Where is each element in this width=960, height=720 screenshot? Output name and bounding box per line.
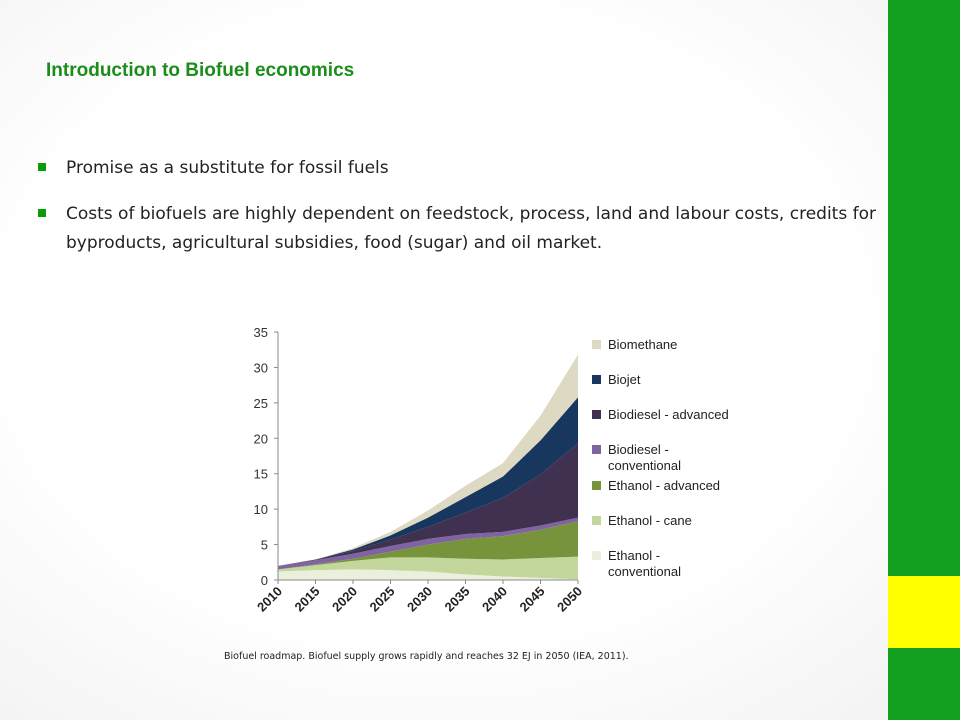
bullet-item: Promise as a substitute for fossil fuels <box>38 154 883 183</box>
bullet-item: Costs of biofuels are highly dependent o… <box>38 200 883 258</box>
legend-swatch-ethanol-advanced <box>592 481 601 490</box>
area-biodiesel-advanced <box>278 443 578 566</box>
x-tick-label: 2035 <box>442 584 473 615</box>
y-tick-label: 15 <box>254 467 268 482</box>
y-tick-label: 5 <box>261 538 268 553</box>
bullet-square-icon <box>38 209 46 217</box>
x-tick-label: 2020 <box>329 584 360 615</box>
area-biomethane <box>278 354 578 566</box>
bullet-list: Promise as a substitute for fossil fuels… <box>38 154 883 275</box>
legend-swatch-ethanol-cane <box>592 516 601 525</box>
legend-label: Biomethane <box>608 337 677 352</box>
y-tick-label: 35 <box>254 325 268 340</box>
legend-label: conventional <box>608 564 681 579</box>
y-tick-label: 25 <box>254 396 268 411</box>
legend-label: Ethanol - <box>608 548 660 563</box>
x-tick-label: 2025 <box>367 584 398 615</box>
x-tick-label: 2045 <box>517 584 548 615</box>
legend-swatch-biodiesel-advanced <box>592 410 601 419</box>
x-tick-label: 2015 <box>292 584 323 615</box>
x-tick-label: 2040 <box>479 584 510 615</box>
legend-swatch-biodiesel-conventional <box>592 445 601 454</box>
y-tick-label: 0 <box>261 573 268 588</box>
area-ethanol-advanced <box>278 521 578 570</box>
chart-caption: Biofuel roadmap. Biofuel supply grows ra… <box>224 651 629 662</box>
bullet-square-icon <box>38 163 46 171</box>
legend-label: Biojet <box>608 372 641 387</box>
area-biojet <box>278 397 578 566</box>
y-tick-label: 20 <box>254 431 268 446</box>
legend-label: Ethanol - advanced <box>608 478 720 493</box>
area-ethanol-cane <box>278 556 578 580</box>
legend-label: Biodiesel - advanced <box>608 407 729 422</box>
area-ethanol-conventional <box>278 569 578 580</box>
x-tick-label: 2010 <box>254 584 285 615</box>
area-biodiesel-conventional <box>278 517 578 570</box>
legend-swatch-biomethane <box>592 340 601 349</box>
side-accent-block <box>888 576 960 648</box>
slide-title: Introduction to Biofuel economics <box>46 60 355 81</box>
legend-label: conventional <box>608 458 681 473</box>
legend-label: Biodiesel - <box>608 442 669 457</box>
y-tick-label: 10 <box>254 502 268 517</box>
legend-swatch-biojet <box>592 375 601 384</box>
bullet-text: Costs of biofuels are highly dependent o… <box>66 204 876 253</box>
legend-label: Ethanol - cane <box>608 513 692 528</box>
y-tick-label: 30 <box>254 360 268 375</box>
x-tick-label: 2050 <box>554 584 585 615</box>
x-tick-label: 2030 <box>404 584 435 615</box>
bullet-text: Promise as a substitute for fossil fuels <box>66 158 389 178</box>
legend-swatch-ethanol-conventional <box>592 551 601 560</box>
